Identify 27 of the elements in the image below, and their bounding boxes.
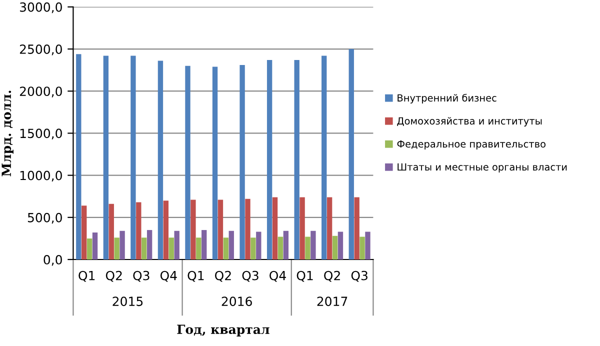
legend-label: Штаты и местные органы власти	[398, 163, 567, 173]
y-tick-label: 1000,0	[20, 170, 62, 182]
x-tick-label: Q3	[351, 270, 368, 282]
legend-label: Домохозяйства и институты	[397, 117, 542, 126]
text: 2017	[317, 296, 348, 306]
y-tick-label: 3000,0	[20, 2, 62, 14]
legend-label: Федеральное правительство	[397, 140, 546, 150]
text: 2016	[222, 296, 252, 306]
x-tick-label: Q3	[133, 270, 150, 282]
x-tick-label: Q1	[188, 270, 204, 282]
text: 2015	[112, 296, 143, 306]
x-tick-label: Q4	[270, 270, 286, 282]
y-tick-label: 2000,0	[20, 86, 62, 98]
x-tick-label: Q2	[215, 270, 231, 282]
x-tick-label: Q4	[160, 270, 177, 282]
y-tick-label: 2500,0	[20, 44, 62, 56]
x-tick-label: Q2	[106, 270, 122, 282]
x-tick-label: Q3	[242, 270, 258, 282]
x-axis-title: Год, квартал	[177, 324, 270, 336]
x-tick-label: Q2	[324, 270, 340, 282]
y-tick-label: 1500,0	[20, 128, 62, 140]
y-axis-title: Млрд. долл.	[2, 90, 14, 176]
x-tick-label: Q1	[296, 270, 313, 282]
y-tick-label: 500,0	[28, 212, 62, 224]
x-tick-label: Q1	[78, 270, 95, 282]
y-tick-label: 0,0	[44, 254, 62, 266]
legend-label: Внутренний бизнес	[398, 94, 496, 104]
